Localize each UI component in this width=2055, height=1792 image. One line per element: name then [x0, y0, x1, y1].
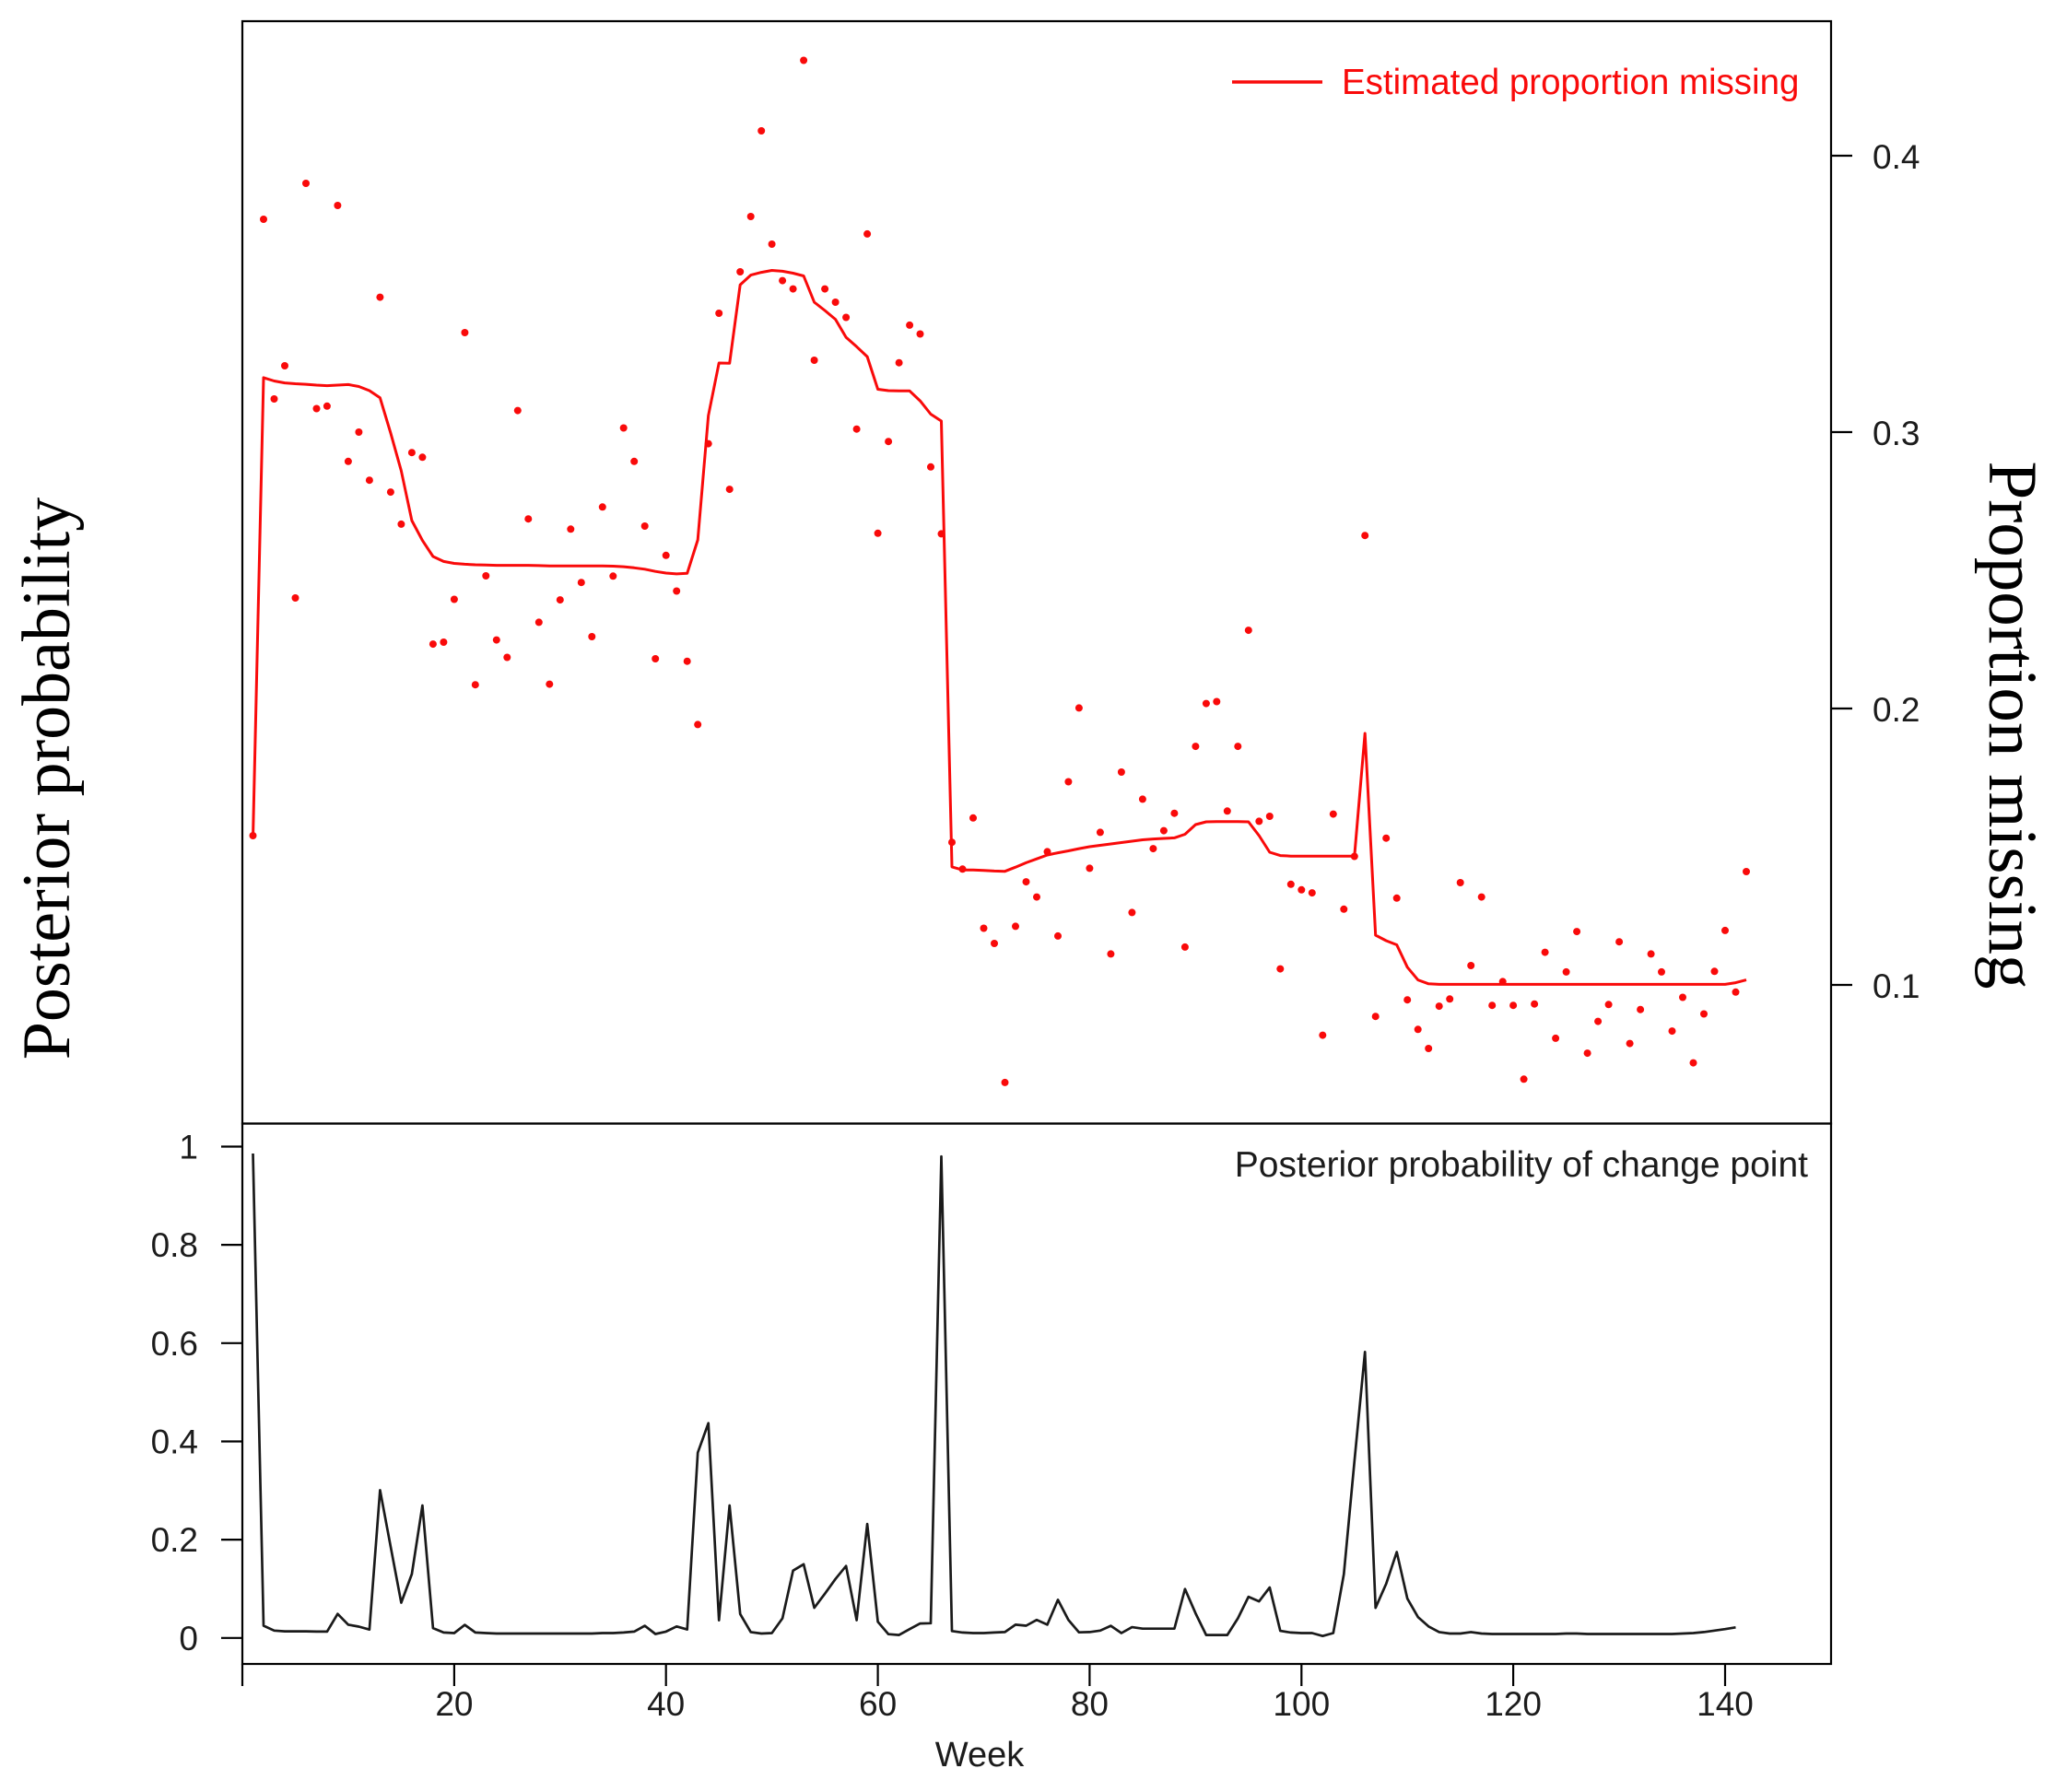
svg-text:120: 120 [1485, 1685, 1542, 1723]
svg-text:0.3: 0.3 [1873, 415, 1920, 452]
svg-text:80: 80 [1071, 1685, 1109, 1723]
svg-text:0.6: 0.6 [151, 1325, 198, 1363]
svg-text:0.4: 0.4 [1873, 138, 1920, 176]
svg-text:20: 20 [435, 1685, 473, 1723]
svg-text:Posterior probability of chang: Posterior probability of change point [1235, 1145, 1808, 1185]
svg-text:Week: Week [935, 1736, 1025, 1774]
svg-text:40: 40 [647, 1685, 685, 1723]
svg-text:Estimated proportion missing: Estimated proportion missing [1342, 63, 1799, 102]
svg-text:0.1: 0.1 [1873, 967, 1920, 1005]
svg-text:0.8: 0.8 [151, 1226, 198, 1264]
svg-text:Proportion missing: Proportion missing [1974, 462, 2050, 990]
svg-text:1: 1 [179, 1129, 198, 1166]
svg-text:0: 0 [179, 1620, 198, 1657]
svg-text:0.4: 0.4 [151, 1423, 198, 1461]
svg-text:Posterior probability: Posterior probability [9, 498, 85, 1060]
svg-text:60: 60 [859, 1685, 897, 1723]
svg-text:100: 100 [1273, 1685, 1330, 1723]
svg-text:0.2: 0.2 [151, 1521, 198, 1559]
svg-text:0.2: 0.2 [1873, 691, 1920, 729]
svg-text:140: 140 [1697, 1685, 1754, 1723]
